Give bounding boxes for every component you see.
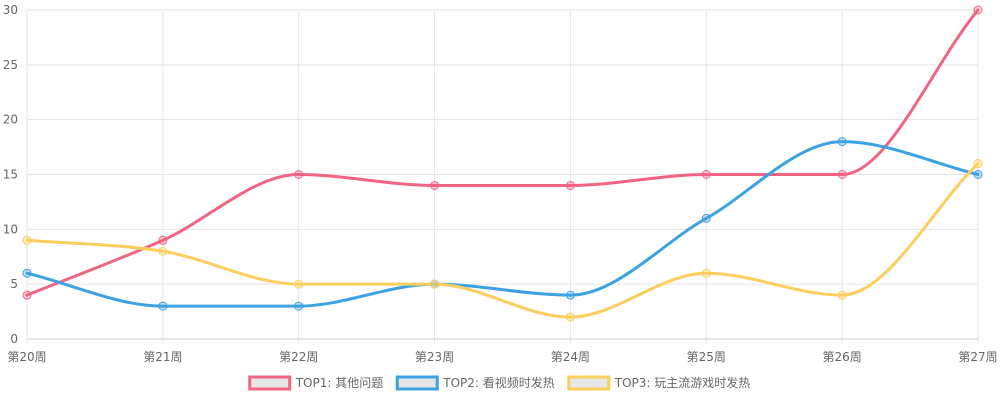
- legend-swatch: [567, 375, 611, 391]
- data-point-series-3[interactable]: [158, 246, 168, 256]
- legend-label: TOP3: 玩主流游戏时发热: [614, 375, 751, 390]
- x-axis-ticks: 第20周 第21周 第22周 第23周 第24周 第25周 第26周 第27周: [7, 350, 997, 364]
- x-tick-label: 第24周: [551, 350, 590, 364]
- data-point-series-1[interactable]: [701, 170, 711, 179]
- data-point-series-3[interactable]: [430, 279, 440, 289]
- data-point-series-3[interactable]: [22, 235, 32, 245]
- y-tick-label: 20: [3, 113, 18, 127]
- x-tick-label: 第27周: [958, 350, 997, 364]
- data-point-series-2[interactable]: [973, 170, 983, 179]
- series-line-2: [25, 140, 980, 308]
- y-tick-label: 25: [3, 58, 18, 72]
- x-tick-label: 第25周: [687, 350, 726, 364]
- data-point-series-2[interactable]: [22, 268, 32, 278]
- data-point-series-2[interactable]: [294, 301, 304, 311]
- data-point-series-1[interactable]: [22, 290, 32, 300]
- y-tick-label: 0: [10, 332, 18, 346]
- x-tick-label: 第20周: [7, 350, 46, 364]
- series-line-3: [25, 162, 980, 319]
- data-point-series-1[interactable]: [565, 180, 575, 190]
- series-line-1: [25, 8, 980, 297]
- data-point-series-1[interactable]: [294, 170, 304, 179]
- legend: TOP1: 其他问题 TOP2: 看视频时发热 TOP3: 玩主流游戏时发热: [248, 375, 751, 391]
- data-point-series-1[interactable]: [430, 180, 440, 190]
- x-tick-label: 第22周: [279, 350, 318, 364]
- data-point-series-1[interactable]: [973, 5, 983, 15]
- legend-item-2[interactable]: TOP2: 看视频时发热: [395, 375, 555, 391]
- legend-item-1[interactable]: TOP1: 其他问题: [248, 375, 384, 391]
- data-point-series-2[interactable]: [565, 290, 575, 300]
- y-tick-label: 10: [3, 222, 18, 236]
- data-point-series-1[interactable]: [837, 170, 847, 179]
- y-tick-label: 15: [3, 168, 18, 182]
- data-point-series-2[interactable]: [158, 301, 168, 311]
- data-point-series-3[interactable]: [837, 290, 847, 300]
- data-points: [22, 5, 983, 322]
- x-tick-label: 第21周: [143, 350, 182, 364]
- legend-label: TOP1: 其他问题: [295, 376, 384, 390]
- y-tick-label: 30: [3, 3, 18, 17]
- legend-label: TOP2: 看视频时发热: [442, 375, 555, 390]
- x-tick-label: 第26周: [823, 350, 862, 364]
- legend-swatch: [395, 375, 439, 391]
- y-tick-label: 5: [10, 277, 18, 291]
- data-point-series-3[interactable]: [973, 159, 983, 169]
- legend-item-3[interactable]: TOP3: 玩主流游戏时发热: [567, 375, 751, 391]
- y-axis-ticks: 0 5 10 15 20 25 30: [3, 3, 18, 346]
- data-point-series-3[interactable]: [294, 279, 304, 289]
- data-point-series-2[interactable]: [701, 213, 711, 223]
- data-point-series-3[interactable]: [565, 312, 575, 322]
- data-point-series-2[interactable]: [837, 137, 847, 147]
- series-lines: [25, 8, 980, 319]
- data-point-series-1[interactable]: [158, 235, 168, 245]
- legend-swatch: [248, 375, 292, 391]
- data-point-series-3[interactable]: [701, 268, 711, 278]
- x-tick-label: 第23周: [415, 350, 454, 364]
